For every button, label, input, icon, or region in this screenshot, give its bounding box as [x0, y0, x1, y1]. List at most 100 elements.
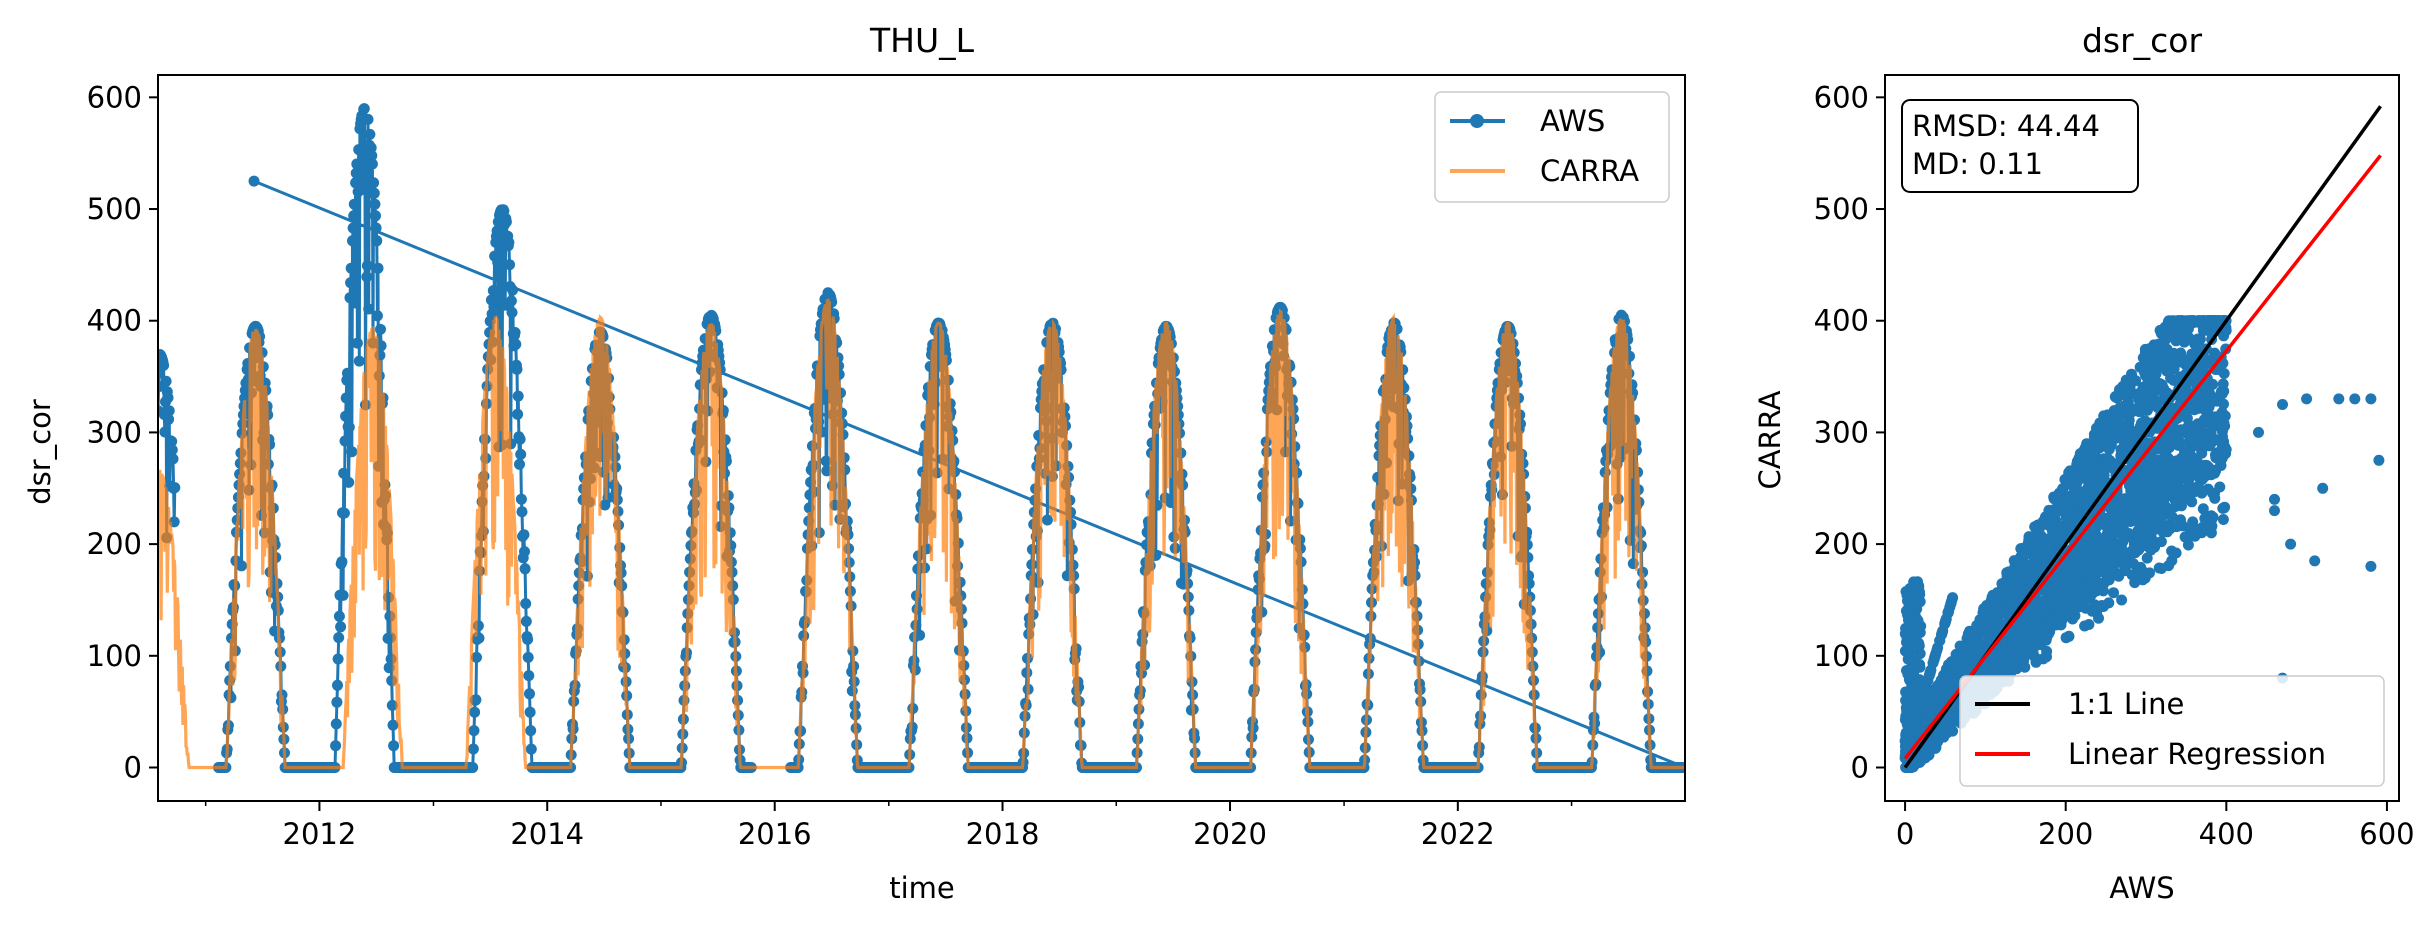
aws-point — [345, 262, 357, 274]
aws-point — [366, 150, 378, 162]
aws-point — [333, 632, 345, 644]
scatter-point — [2063, 467, 2075, 479]
scatter-xlabel: AWS — [2109, 871, 2174, 905]
scatter-point — [2108, 587, 2119, 599]
scatter-point — [2181, 334, 2193, 346]
aws-point — [225, 692, 237, 704]
scatter-point — [2077, 462, 2089, 473]
scatter-point — [2015, 652, 2027, 664]
aws-point — [370, 210, 381, 222]
aws-point — [1041, 514, 1053, 526]
scatter-point — [2137, 536, 2149, 548]
scatter-point — [2151, 401, 2163, 413]
scatter-point — [2083, 581, 2095, 593]
scatter-point — [2204, 440, 2216, 452]
scatter-point — [2195, 524, 2207, 535]
scatter-point — [2187, 316, 2199, 328]
aws-point — [366, 158, 378, 170]
scatter-point — [2126, 547, 2138, 559]
scatter-point — [2017, 570, 2029, 581]
xtick-label: 2014 — [510, 817, 584, 851]
scatter-point — [2129, 577, 2141, 589]
scatter-point — [2027, 629, 2039, 641]
scatter-point — [2139, 369, 2151, 381]
aws-point — [525, 743, 537, 755]
aws-point — [510, 338, 522, 350]
scatter-point — [2218, 417, 2230, 429]
scatter-point — [2211, 449, 2223, 461]
scatter-point — [2147, 479, 2159, 491]
scatter-point — [2113, 570, 2125, 582]
aws-point — [335, 621, 347, 633]
aws-point — [503, 236, 515, 248]
aws-point — [487, 285, 499, 297]
scatter-point — [2204, 395, 2216, 407]
scatter-point — [2153, 338, 2165, 350]
scatter-point — [2189, 458, 2200, 470]
timeseries-axes-frame — [157, 74, 1686, 802]
scatter-point — [2217, 502, 2229, 514]
aws-point — [519, 546, 530, 558]
timeseries-ylabel: dsr_cor — [23, 399, 57, 505]
timeseries-legend: AWS CARRA — [1434, 91, 1670, 203]
aws-point — [375, 323, 386, 335]
aws-point — [470, 694, 482, 706]
scatter-point — [2037, 653, 2049, 665]
scatter-point — [2159, 444, 2171, 456]
xtick-label: 2022 — [1421, 817, 1495, 851]
scatter-point — [2097, 585, 2109, 597]
aws-point — [332, 653, 344, 665]
aws-point — [515, 448, 527, 460]
aws-point — [353, 355, 365, 367]
scatter-point — [2166, 511, 2178, 522]
aws-point — [383, 662, 395, 674]
scatter-point — [2100, 549, 2112, 561]
scatter-point — [2189, 421, 2201, 433]
scatter-point — [2102, 453, 2114, 465]
timeseries-title: THU_L — [869, 21, 975, 60]
scatter-point — [2158, 387, 2170, 399]
scatter-point — [2108, 525, 2120, 537]
scatter-point — [2057, 574, 2069, 586]
scatter-point — [2071, 595, 2083, 607]
scatter-point — [2161, 365, 2173, 377]
scatter-point — [1934, 684, 1946, 696]
scatter-point — [2028, 554, 2040, 566]
aws-point — [368, 187, 380, 199]
aws-point — [343, 421, 355, 433]
scatter-point — [2107, 540, 2119, 552]
scatter-point — [2218, 398, 2229, 410]
scatter-point — [2060, 632, 2072, 644]
scatter-point — [2217, 514, 2229, 525]
aws-point — [500, 216, 512, 228]
legend-aws-label: AWS — [1540, 104, 1605, 138]
scatter-point — [2062, 478, 2074, 490]
aws-point — [330, 718, 342, 730]
aws-point — [387, 719, 399, 731]
aws-point — [351, 158, 363, 170]
xtick-label: 2016 — [738, 817, 812, 851]
scatter-point — [2137, 352, 2149, 364]
aws-point — [158, 359, 170, 371]
scatter-point — [2086, 471, 2098, 483]
aws-point — [361, 271, 373, 283]
aws-point — [166, 435, 178, 447]
scatter-point — [2117, 388, 2129, 399]
scatter-point — [1991, 587, 2003, 599]
aws-point — [348, 198, 360, 210]
scatter-point — [2173, 490, 2185, 502]
scatter-point — [2172, 459, 2184, 471]
scatter-point — [2116, 594, 2128, 606]
scatter-point — [2126, 406, 2138, 417]
aws-point — [162, 392, 174, 404]
scatter-point — [2216, 388, 2228, 400]
aws-point — [337, 589, 349, 601]
aws-point — [368, 177, 380, 189]
aws-point — [524, 706, 536, 718]
scatter-point — [2171, 521, 2183, 533]
scatter-point — [2145, 457, 2157, 469]
aws-point — [515, 493, 527, 505]
scatter-point — [2094, 417, 2106, 429]
scatter-point — [2180, 354, 2191, 366]
